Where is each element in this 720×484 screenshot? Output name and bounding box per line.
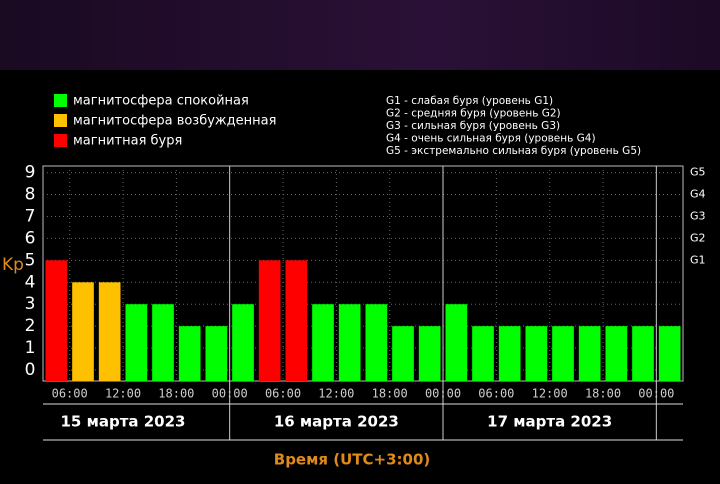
y-tick-label: 5 — [25, 250, 36, 270]
bar — [552, 326, 574, 381]
bar — [152, 304, 174, 381]
bar — [232, 304, 254, 381]
bar — [258, 260, 281, 381]
y-tick-label: 0 — [25, 360, 36, 380]
y-axis-label: Kp — [2, 255, 24, 275]
plot-area — [42, 165, 684, 382]
bar — [445, 304, 468, 381]
bar — [605, 326, 628, 381]
y-tick-label: 6 — [25, 228, 36, 248]
bar — [72, 282, 94, 381]
x-tick-label: 12:00 — [318, 387, 354, 401]
bar — [285, 260, 308, 381]
storm-note: G5 - экстремально сильная буря (уровень … — [386, 145, 641, 157]
bar — [365, 304, 388, 381]
bar — [178, 326, 201, 381]
x-tick-label: 06:00 — [478, 387, 514, 401]
x-tick-label: 06:00 — [265, 387, 301, 401]
y-tick-label: 7 — [25, 206, 36, 226]
y2-tick-label: G1 — [690, 253, 706, 266]
y-tick-label: 8 — [25, 185, 36, 205]
legend-label: магнитная буря — [73, 134, 182, 149]
bar — [525, 326, 548, 381]
bar — [338, 304, 361, 381]
bar — [418, 326, 441, 381]
legend-swatch — [54, 134, 67, 147]
y-tick-label: 9 — [25, 163, 36, 183]
legend-swatch — [54, 114, 67, 127]
bar — [45, 260, 68, 381]
bar — [125, 304, 148, 381]
bar — [312, 304, 334, 381]
y2-tick-label: G5 — [690, 166, 706, 179]
y2-tick-label: G2 — [690, 231, 706, 244]
x-tick-label: 00:00 — [212, 387, 248, 401]
x-tick-label: 18:00 — [372, 387, 408, 401]
storm-note: G2 - средняя буря (уровень G2) — [386, 108, 561, 120]
x-tick-label: 06:00 — [52, 387, 88, 401]
day-label: 15 марта 2023 — [60, 413, 185, 431]
bar — [498, 326, 521, 381]
bar — [658, 326, 681, 381]
y-tick-label: 3 — [25, 294, 36, 314]
bar — [578, 326, 601, 381]
storm-note: G3 - сильная буря (уровень G3) — [386, 120, 560, 132]
bar — [472, 326, 494, 381]
y-tick-label: 1 — [25, 338, 36, 358]
x-tick-label: 00:00 — [425, 387, 461, 401]
y2-tick-label: G4 — [690, 188, 706, 201]
bar — [632, 326, 654, 381]
x-tick-label: 18:00 — [158, 387, 194, 401]
x-tick-label: 18:00 — [585, 387, 621, 401]
banner — [0, 0, 720, 70]
day-label: 17 марта 2023 — [487, 413, 612, 431]
y-tick-label: 4 — [25, 272, 36, 292]
x-tick-label: 12:00 — [532, 387, 568, 401]
x-tick-label: 12:00 — [105, 387, 141, 401]
bar — [98, 282, 121, 381]
legend-label: магнитосфера спокойная — [73, 94, 249, 109]
legend-swatch — [54, 94, 67, 107]
legend-label: магнитосфера возбужденная — [73, 114, 276, 129]
bar — [392, 326, 414, 381]
storm-note: G4 - очень сильная буря (уровень G4) — [386, 133, 596, 145]
day-label: 16 марта 2023 — [274, 413, 399, 431]
storm-note: G1 - слабая буря (уровень G1) — [386, 95, 553, 107]
y-tick-label: 2 — [25, 316, 36, 336]
x-axis-label: Время (UTC+3:00) — [274, 451, 430, 469]
y2-tick-label: G3 — [690, 209, 706, 222]
bar — [205, 326, 228, 381]
x-tick-label: 00:00 — [638, 387, 674, 401]
